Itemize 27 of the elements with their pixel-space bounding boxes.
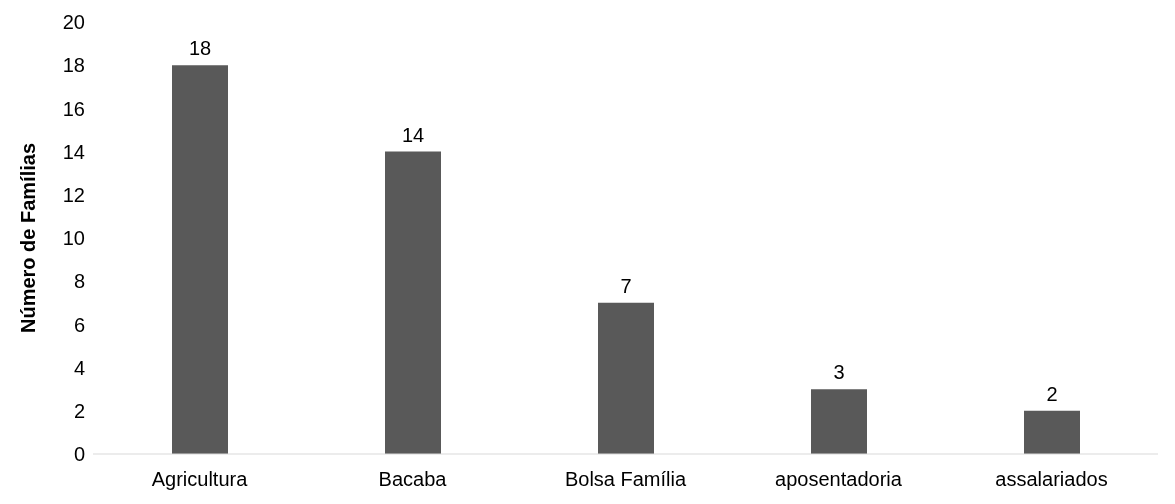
bar [811, 389, 867, 454]
data-label: 14 [401, 123, 425, 146]
data-label: 2 [1046, 382, 1058, 405]
y-tick-label: 18 [62, 54, 85, 77]
bar [598, 302, 654, 454]
y-tick-label: 16 [62, 97, 85, 120]
y-tick-label: 8 [73, 270, 85, 293]
y-tick-label: 0 [73, 443, 85, 466]
y-tick-label: 2 [73, 399, 85, 422]
x-tick-label: Bolsa Família [564, 468, 687, 491]
data-label: 7 [620, 274, 632, 297]
x-tick-label: assalariados [995, 468, 1108, 491]
bar [172, 65, 228, 454]
x-tick-label: Bacaba [378, 468, 448, 491]
y-tick-label: 6 [73, 313, 85, 336]
x-tick-label: Agricultura [151, 468, 249, 491]
y-tick-label: 12 [62, 183, 85, 206]
y-axis-title: Número de Famílias [17, 142, 40, 334]
bar [385, 151, 441, 454]
bar [1024, 410, 1080, 454]
y-tick-label: 20 [62, 11, 85, 34]
x-tick-label: aposentadoria [775, 468, 903, 491]
y-tick-label: 14 [62, 140, 85, 163]
y-tick-label: 4 [73, 356, 85, 379]
data-label: 3 [833, 361, 845, 384]
y-tick-label: 10 [62, 227, 85, 250]
data-label: 18 [188, 37, 212, 60]
